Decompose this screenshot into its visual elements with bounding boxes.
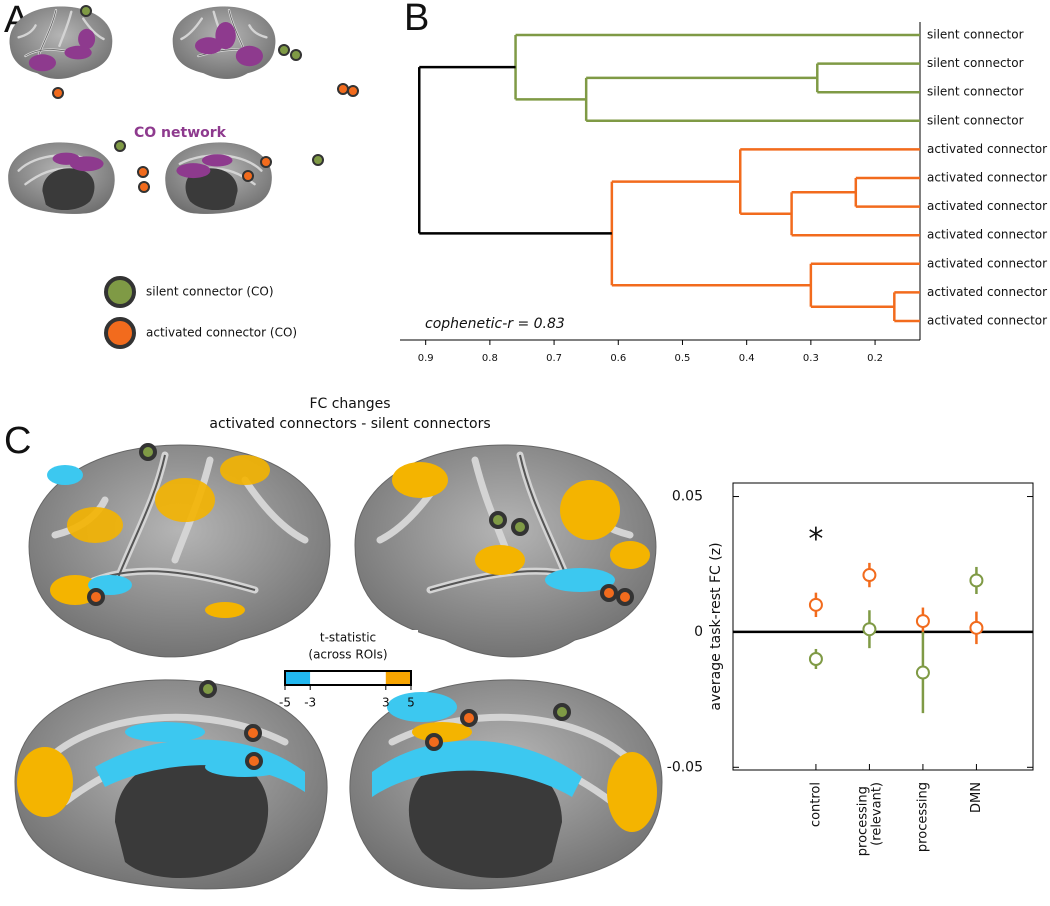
point: [808, 651, 823, 666]
colorbar-frame: [284, 670, 412, 686]
leaf-label: activated connector: [927, 142, 1047, 156]
brain-c: [15, 445, 662, 889]
brain-a: [7, 5, 359, 215]
point: [969, 620, 984, 635]
y-tick-label: 0.05: [672, 489, 703, 505]
x-tick-label: processing (relevant): [855, 782, 884, 856]
colorbar: -5 -3 3 5: [279, 670, 415, 710]
leaf-label: activated connector: [927, 228, 1047, 242]
x-tick-label: 0.7: [546, 353, 562, 364]
colorbar-tick-label: -3: [304, 696, 316, 710]
legend-label: activated connector (CO): [146, 326, 297, 340]
leaf-label: silent connector: [927, 113, 1024, 127]
colorbar-bg: [278, 630, 418, 670]
annotation: cophenetic-r = 0.83: [425, 316, 565, 332]
colorbar-tick-label: 5: [407, 696, 415, 710]
charts: 0.9 0.8 0.7 0.6 0.5 0.4 0.3 0.2 cophenetic-r = 0…: [400, 22, 1047, 856]
leaf-label: activated connector: [927, 199, 1047, 213]
point: [808, 597, 823, 612]
legend-label: silent connector (CO): [146, 285, 274, 299]
panel-subtitle: activated connectors - silent connectors: [209, 416, 490, 432]
x-tick-label: 0.9: [418, 353, 434, 364]
x-tick-label: 0.2: [867, 353, 883, 364]
leaf-label: activated connector: [927, 256, 1047, 270]
legend: silent connector (CO) activated connector…: [104, 276, 297, 349]
y-tick-label: -0.05: [667, 759, 703, 775]
y-tick-label: 0: [694, 624, 703, 640]
x-tick-label: control: [808, 782, 823, 827]
leaf-label: activated connector: [927, 314, 1047, 328]
colorbar-title: t-statistic: [320, 631, 376, 645]
point: [862, 622, 877, 637]
x-tick-label: 0.4: [739, 353, 755, 364]
panel-label: B: [404, 0, 429, 39]
colorbar-tick-label: -5: [279, 696, 291, 710]
panel-title: FC changes: [309, 396, 390, 412]
point: [969, 573, 984, 588]
leaf-label: silent connector: [927, 56, 1024, 70]
colorbar-segment: [285, 671, 311, 685]
network-label: CO network: [134, 125, 227, 141]
legend-swatch: [104, 276, 136, 308]
colorbar-segment: [385, 671, 411, 685]
panel-label: C: [4, 420, 31, 462]
annotation: *: [808, 522, 823, 557]
colorbar-segment: [310, 671, 386, 685]
colorbar-tick-label: 3: [382, 696, 390, 710]
plot-frame: [732, 482, 1034, 771]
x-tick-label: 0.6: [610, 353, 626, 364]
leaf-label: silent connector: [927, 85, 1024, 99]
y-axis-label: average task-rest FC (z): [708, 542, 724, 710]
x-tick-label: processing: [915, 782, 930, 852]
x-tick-label: 0.5: [675, 353, 691, 364]
legend-swatch: [104, 317, 136, 349]
leaf-label: activated connector: [927, 285, 1047, 299]
x-tick-label: 0.3: [803, 353, 819, 364]
x-tick-label: 0.8: [482, 353, 498, 364]
colorbar-subtitle: (across ROIs): [308, 648, 387, 662]
point: [862, 568, 877, 583]
point: [915, 665, 930, 680]
leaf-label: activated connector: [927, 171, 1047, 185]
x-tick-label: DMN: [969, 782, 984, 813]
point: [915, 614, 930, 629]
leaf-label: silent connector: [927, 28, 1024, 42]
